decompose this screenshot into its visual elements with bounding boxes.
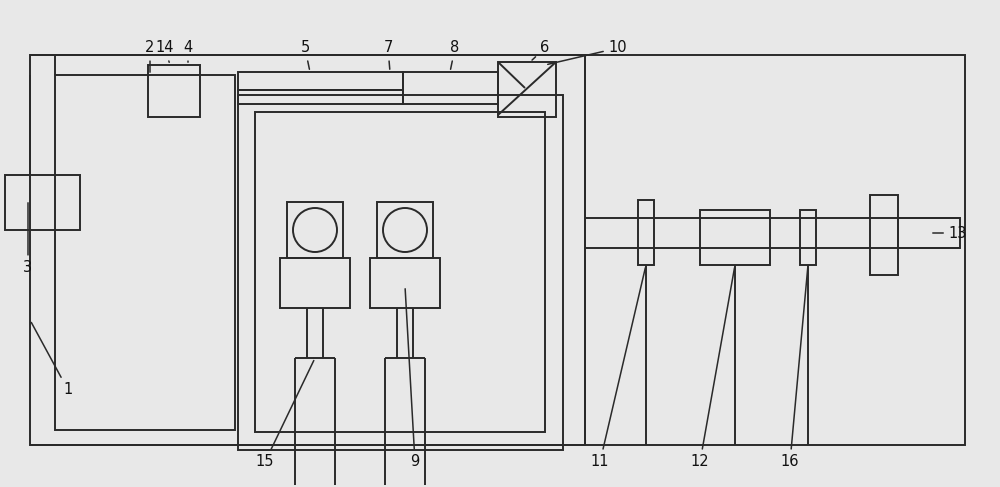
- Bar: [5, 175, 80, 230]
- Bar: [377, 202, 433, 258]
- Text: 11: 11: [591, 268, 645, 469]
- Text: 13: 13: [933, 225, 967, 241]
- Text: 9: 9: [405, 289, 420, 469]
- Bar: [280, 258, 350, 308]
- Text: 4: 4: [183, 40, 193, 62]
- Bar: [148, 65, 200, 117]
- Text: 12: 12: [691, 268, 735, 469]
- Bar: [585, 55, 965, 445]
- Text: 10: 10: [548, 40, 627, 64]
- Bar: [255, 112, 545, 432]
- Bar: [638, 200, 654, 265]
- Text: 15: 15: [256, 360, 314, 469]
- Bar: [403, 72, 498, 104]
- Bar: [238, 72, 403, 90]
- Bar: [30, 55, 585, 445]
- Text: 8: 8: [450, 40, 460, 69]
- Bar: [238, 95, 563, 450]
- Bar: [238, 90, 403, 104]
- Text: 3: 3: [23, 203, 33, 276]
- Bar: [370, 258, 440, 308]
- Bar: [287, 202, 343, 258]
- Text: 5: 5: [300, 40, 310, 69]
- Bar: [870, 195, 898, 275]
- Bar: [55, 75, 235, 430]
- Text: 2: 2: [145, 40, 155, 72]
- Text: 1: 1: [31, 322, 73, 397]
- Bar: [498, 62, 556, 117]
- Text: 14: 14: [156, 40, 174, 62]
- Bar: [800, 210, 816, 265]
- Text: 7: 7: [383, 40, 393, 69]
- Text: 16: 16: [781, 268, 808, 469]
- Text: 6: 6: [532, 40, 550, 60]
- Bar: [898, 218, 960, 248]
- Bar: [700, 210, 770, 265]
